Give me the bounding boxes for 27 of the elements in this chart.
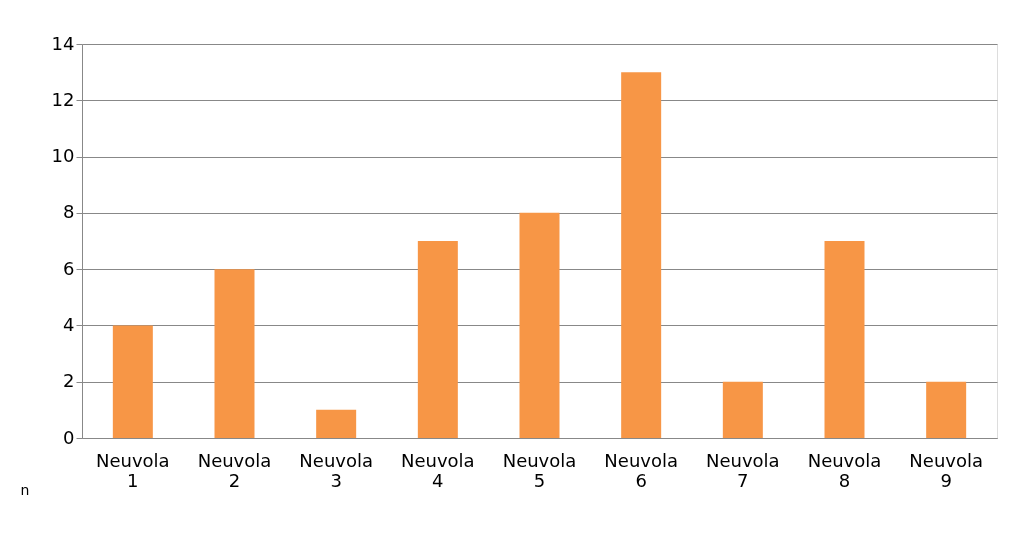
x-tick-label: Neuvola 4 <box>401 449 475 491</box>
bar <box>722 381 763 438</box>
bar <box>621 72 662 438</box>
y-tick-label: 10 <box>51 145 75 167</box>
x-tick-label: Neuvola 6 <box>604 449 678 491</box>
y-tick-label: 2 <box>63 370 75 392</box>
x-tick-label: Neuvola 3 <box>299 449 373 491</box>
y-tick-label: 12 <box>51 88 75 110</box>
bar <box>519 212 560 438</box>
x-tick-label: Neuvola 8 <box>807 449 882 491</box>
y-tick-label: 4 <box>63 313 75 335</box>
x-tick-label: Neuvola 1 <box>96 449 170 491</box>
y-axis-title: n <box>20 481 30 498</box>
bar <box>824 241 865 438</box>
y-tick-label: 14 <box>51 32 75 54</box>
y-tick-label: 6 <box>63 257 75 279</box>
y-tick-label: 0 <box>63 426 75 448</box>
x-tick-label: Neuvola 2 <box>197 449 272 491</box>
x-tick-label: Neuvola 5 <box>502 449 577 491</box>
x-tick-label: Neuvola 9 <box>909 449 983 491</box>
bar <box>214 269 255 438</box>
bar <box>926 381 967 438</box>
bar <box>316 409 357 438</box>
bar <box>112 325 153 438</box>
bar <box>417 241 458 438</box>
y-tick-label: 8 <box>63 201 75 223</box>
x-tick-label: Neuvola 7 <box>706 449 780 491</box>
